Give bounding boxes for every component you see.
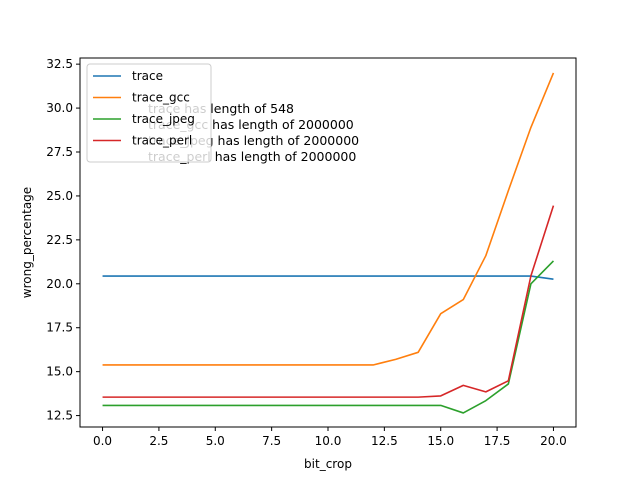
x-tick-label: 17.5 — [484, 434, 511, 448]
y-tick-label: 22.5 — [46, 233, 73, 247]
legend-label: trace_jpeg — [132, 112, 195, 126]
x-tick-label: 10.0 — [315, 434, 342, 448]
series-line-trace — [102, 275, 554, 281]
x-tick-label: 5.0 — [206, 434, 225, 448]
y-tick-label: 15.0 — [46, 365, 73, 379]
series-line-trace_perl — [102, 205, 555, 398]
x-tick-label: 7.5 — [262, 434, 281, 448]
series-layer — [102, 72, 555, 414]
x-tick-label: 20.0 — [540, 434, 567, 448]
series-line-trace_jpeg — [102, 260, 555, 414]
legend-label: trace_perl — [132, 134, 192, 148]
x-axis-label: bit_crop — [304, 457, 352, 471]
y-tick-label: 20.0 — [46, 277, 73, 291]
x-tick-label: 2.5 — [149, 434, 168, 448]
y-tick-label: 27.5 — [46, 145, 73, 159]
x-tick-label: 12.5 — [371, 434, 398, 448]
legend-label: trace — [132, 69, 163, 83]
y-tick-label: 17.5 — [46, 321, 73, 335]
series-line-trace_gcc — [102, 72, 555, 366]
y-tick-label: 12.5 — [46, 409, 73, 423]
y-tick-label: 30.0 — [46, 101, 73, 115]
legend-box — [86, 63, 212, 163]
legend: trace trace_gcc trace_jpeg trace_perl — [86, 63, 212, 163]
x-tick-label: 0.0 — [93, 434, 112, 448]
x-tick-label: 15.0 — [427, 434, 454, 448]
y-tick-label: 32.5 — [46, 57, 73, 71]
legend-label: trace_gcc — [132, 91, 190, 105]
y-tick-label: 25.0 — [46, 189, 73, 203]
ticks: 0.0 2.5 5.0 7.5 10.0 12.5 15.0 17.5 20.0 12.5 15.0… — [46, 57, 567, 448]
y-axis-label: wrong_percentage — [20, 187, 34, 298]
